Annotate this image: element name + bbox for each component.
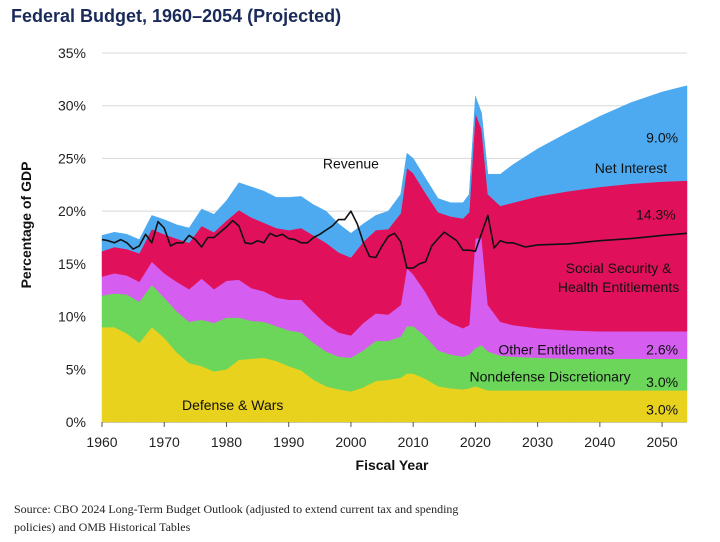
x-tick-label: 1990 bbox=[273, 434, 304, 450]
x-tick-label: 1970 bbox=[149, 434, 180, 450]
revenue-line bbox=[101, 210, 688, 269]
annotation-label: 3.0% bbox=[646, 401, 678, 417]
x-tick-label: 1960 bbox=[86, 434, 117, 450]
annotation-label: Revenue bbox=[323, 156, 379, 172]
budget-chart: 0% 5% 10% 15% 20% 25% 30% 35% 1960 1970 1980 1990 2… bbox=[18, 45, 688, 473]
annotation-label: 2.6% bbox=[646, 341, 678, 357]
annotation-label: 14.3% bbox=[636, 206, 676, 222]
x-tick-label: 2030 bbox=[522, 434, 553, 450]
y-axis: 0% 5% 10% 15% 20% 25% 30% 35% bbox=[58, 45, 86, 430]
y-tick-label: 20% bbox=[58, 203, 86, 219]
y-axis-label: Percentage of GDP bbox=[18, 162, 34, 289]
y-tick-label: 0% bbox=[66, 414, 86, 430]
annotation-label: 9.0% bbox=[646, 129, 678, 145]
x-axis-label: Fiscal Year bbox=[356, 457, 429, 473]
annotation-label: 3.0% bbox=[646, 374, 678, 390]
y-tick-label: 10% bbox=[58, 309, 86, 325]
y-tick-label: 25% bbox=[58, 150, 86, 166]
annotation-label: Health Entitlements bbox=[558, 279, 679, 295]
annotation-label: Net Interest bbox=[595, 160, 667, 176]
x-tick-label: 2020 bbox=[460, 434, 491, 450]
annotation-label: Nondefense Discretionary bbox=[470, 369, 631, 385]
x-tick-label: 2010 bbox=[398, 434, 429, 450]
x-tick-label: 2000 bbox=[335, 434, 366, 450]
y-tick-label: 5% bbox=[66, 361, 86, 377]
y-tick-label: 15% bbox=[58, 256, 86, 272]
source-note: Source: CBO 2024 Long-Term Budget Outloo… bbox=[14, 502, 459, 534]
x-axis: 1960 1970 1980 1990 2000 2010 2020 2030 2040 2050 bbox=[86, 422, 678, 450]
x-tick-label: 2050 bbox=[647, 434, 678, 450]
y-tick-label: 35% bbox=[58, 45, 86, 61]
revenue-line-group bbox=[101, 210, 688, 269]
annotations: Revenue Net Interest 9.0% 14.3% Social Secur… bbox=[182, 129, 679, 417]
annotation-label: Defense & Wars bbox=[182, 397, 283, 413]
annotation-label: Other Entitlements bbox=[498, 341, 614, 357]
area-net-interest bbox=[101, 85, 688, 258]
annotation-label: Social Security & bbox=[566, 260, 672, 276]
x-tick-label: 2040 bbox=[584, 434, 615, 450]
x-tick-label: 1980 bbox=[211, 434, 242, 450]
chart-title: Federal Budget, 1960–2054 (Projected) bbox=[11, 6, 342, 26]
stacked-areas bbox=[101, 85, 688, 423]
y-tick-label: 30% bbox=[58, 98, 86, 114]
